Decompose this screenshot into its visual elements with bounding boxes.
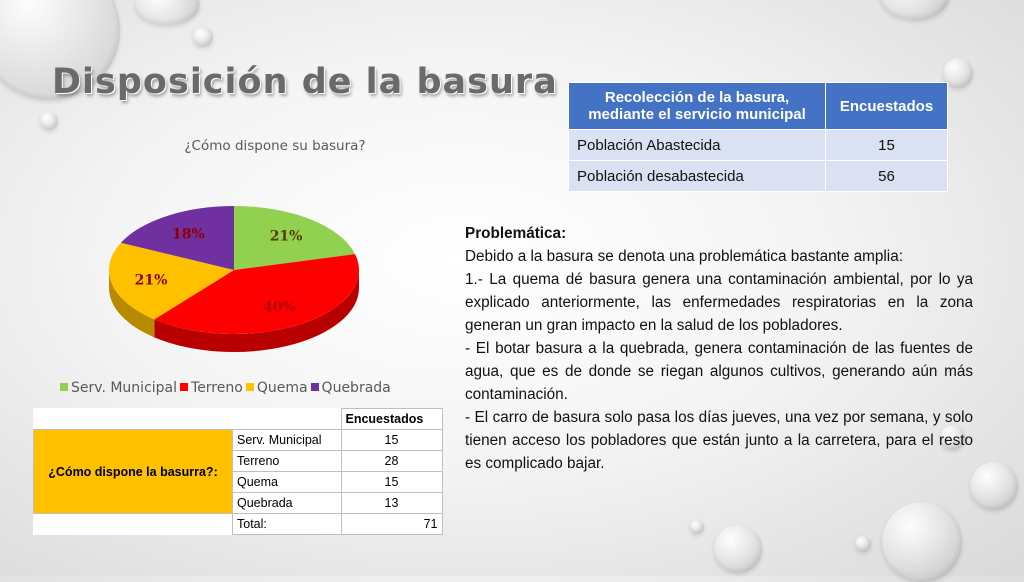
legend-item: Quema <box>245 380 308 396</box>
water-drop <box>882 502 962 582</box>
pie-slice <box>234 206 356 270</box>
pie-slice <box>109 242 234 320</box>
pie-chart-svg: 21% 40% 21% 18% <box>109 206 360 352</box>
water-drop <box>690 520 704 534</box>
table-row: Población desabastecida 56 <box>568 160 948 192</box>
table-row: ¿Cómo dispone la basurra?: Serv. Municip… <box>33 429 443 514</box>
table-cell: 15 <box>825 129 948 161</box>
legend-swatch <box>180 383 189 391</box>
table-header-row: Recolección de la basura, mediante el se… <box>568 82 948 130</box>
chart-legend: Serv. Municipal Terreno Quema Quebrada <box>60 380 394 396</box>
problem-paragraph: - El carro de basura solo pasa los días … <box>465 409 973 472</box>
problem-heading: Problemática: <box>465 225 567 242</box>
legend-item: Terreno <box>180 380 243 396</box>
water-drop <box>855 536 871 552</box>
pie-slice <box>120 206 234 270</box>
water-drop <box>943 58 973 88</box>
table-header: Encuestados <box>825 82 948 130</box>
legend-item: Serv. Municipal <box>60 380 177 396</box>
total-value: 71 <box>340 513 443 535</box>
table-row: Quebrada 13 <box>34 492 443 514</box>
pie-chart: ¿Cómo dispone su basura? 21% 40% 21% 18% Se… <box>40 130 440 405</box>
chart-title: ¿Cómo dispone su basura? <box>184 138 366 154</box>
problem-paragraph: Debido a la basura se denota una problem… <box>465 248 903 265</box>
table-header: Recolección de la basura, mediante el se… <box>568 82 826 130</box>
problem-text: Problemática: Debido a la basura se deno… <box>465 222 973 475</box>
table-cell: 28 <box>340 450 443 472</box>
legend-swatch <box>310 383 319 391</box>
legend-label: Terreno <box>191 380 243 396</box>
table-cell: 15 <box>340 429 443 451</box>
legend-label: Serv. Municipal <box>71 380 178 396</box>
table-row: Encuestados <box>34 408 443 430</box>
table-row: Total: 71 <box>34 513 443 535</box>
legend-label: Quema <box>256 380 308 396</box>
water-drop <box>40 112 58 130</box>
legend-swatch <box>60 383 68 391</box>
problem-paragraph: - El botar basura a la quebrada, genera … <box>465 340 973 403</box>
table-cell: Terreno <box>232 450 342 472</box>
water-drop <box>970 462 1018 510</box>
table-cell: 13 <box>340 492 443 514</box>
table-cell: Quebrada <box>232 492 342 514</box>
water-drop <box>135 0 200 25</box>
table-cell: Serv. Municipal <box>232 429 342 451</box>
problem-paragraph: 1.- La quema dé basura genera una contam… <box>465 271 973 334</box>
collection-table: Recolección de la basura, mediante el se… <box>568 82 948 192</box>
pie-data-label: 21% <box>270 229 303 245</box>
question-cell: ¿Cómo dispone la basurra?: <box>33 429 233 514</box>
legend-label: Quebrada <box>321 380 391 396</box>
pie-data-label: 18% <box>172 226 205 242</box>
pie-slice-side <box>109 270 155 338</box>
pie-slice-side <box>154 270 359 352</box>
legend-item: Quebrada <box>310 380 391 396</box>
table-cell: 15 <box>340 471 443 493</box>
total-label: Total: <box>232 513 342 535</box>
pie-data-label: 40% <box>263 300 296 316</box>
table-cell: Población desabastecida <box>568 160 826 192</box>
water-drop <box>714 525 762 573</box>
slide-title: Disposición de la basura <box>52 62 558 102</box>
table-row: Población Abastecida 15 <box>568 129 948 161</box>
table-cell: Quema <box>232 471 342 493</box>
pie-data-label: 21% <box>135 272 168 288</box>
water-drop <box>193 27 213 47</box>
table-cell: 56 <box>825 160 948 192</box>
disposal-table: Encuestados ¿Cómo dispone la basurra?: S… <box>33 408 443 535</box>
pie-slice <box>154 254 360 334</box>
water-drop <box>880 0 950 20</box>
water-drop <box>940 425 965 450</box>
table-cell: Población Abastecida <box>568 129 826 161</box>
legend-swatch <box>245 383 254 391</box>
table-header: Encuestados <box>340 408 443 430</box>
